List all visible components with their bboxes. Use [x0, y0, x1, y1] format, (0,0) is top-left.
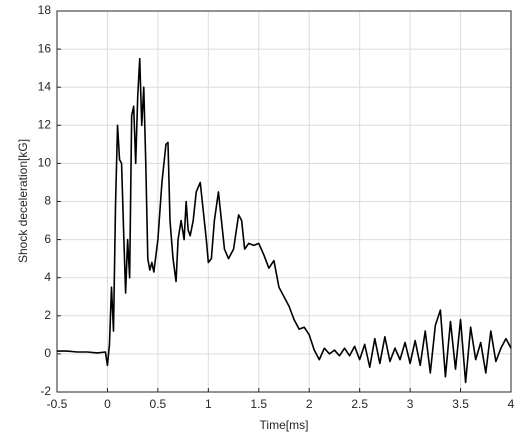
y-tick-label: 6	[44, 232, 51, 246]
x-tick-label: 1	[205, 397, 212, 411]
y-tick-label: 12	[38, 117, 52, 131]
data-line	[57, 57, 512, 384]
y-tick-label: 18	[38, 3, 52, 17]
y-tick-label: 2	[44, 308, 51, 322]
x-tick-label: 2	[306, 397, 313, 411]
y-axis-label: Shock deceleration[kG]	[16, 139, 30, 263]
x-tick-label: 0.5	[150, 397, 167, 411]
x-tick-label: 0	[104, 397, 111, 411]
x-tick-label: 1.5	[250, 397, 267, 411]
x-tick-label: 2.5	[351, 397, 368, 411]
y-tick-label: 16	[38, 41, 52, 55]
y-tick-label: 0	[44, 346, 51, 360]
x-axis-label: Time[ms]	[260, 418, 309, 432]
y-tick-label: 14	[38, 79, 52, 93]
y-tick-label: 4	[44, 270, 51, 284]
plot-frame	[56, 10, 512, 393]
y-tick-label: 10	[38, 156, 52, 170]
x-tick-label: -0.5	[47, 397, 68, 411]
x-tick-label: 3	[407, 397, 414, 411]
y-tick-label: -2	[40, 384, 51, 398]
x-tick-label: 3.5	[452, 397, 469, 411]
y-tick-label: 8	[44, 194, 51, 208]
x-tick-label: 4	[508, 397, 515, 411]
